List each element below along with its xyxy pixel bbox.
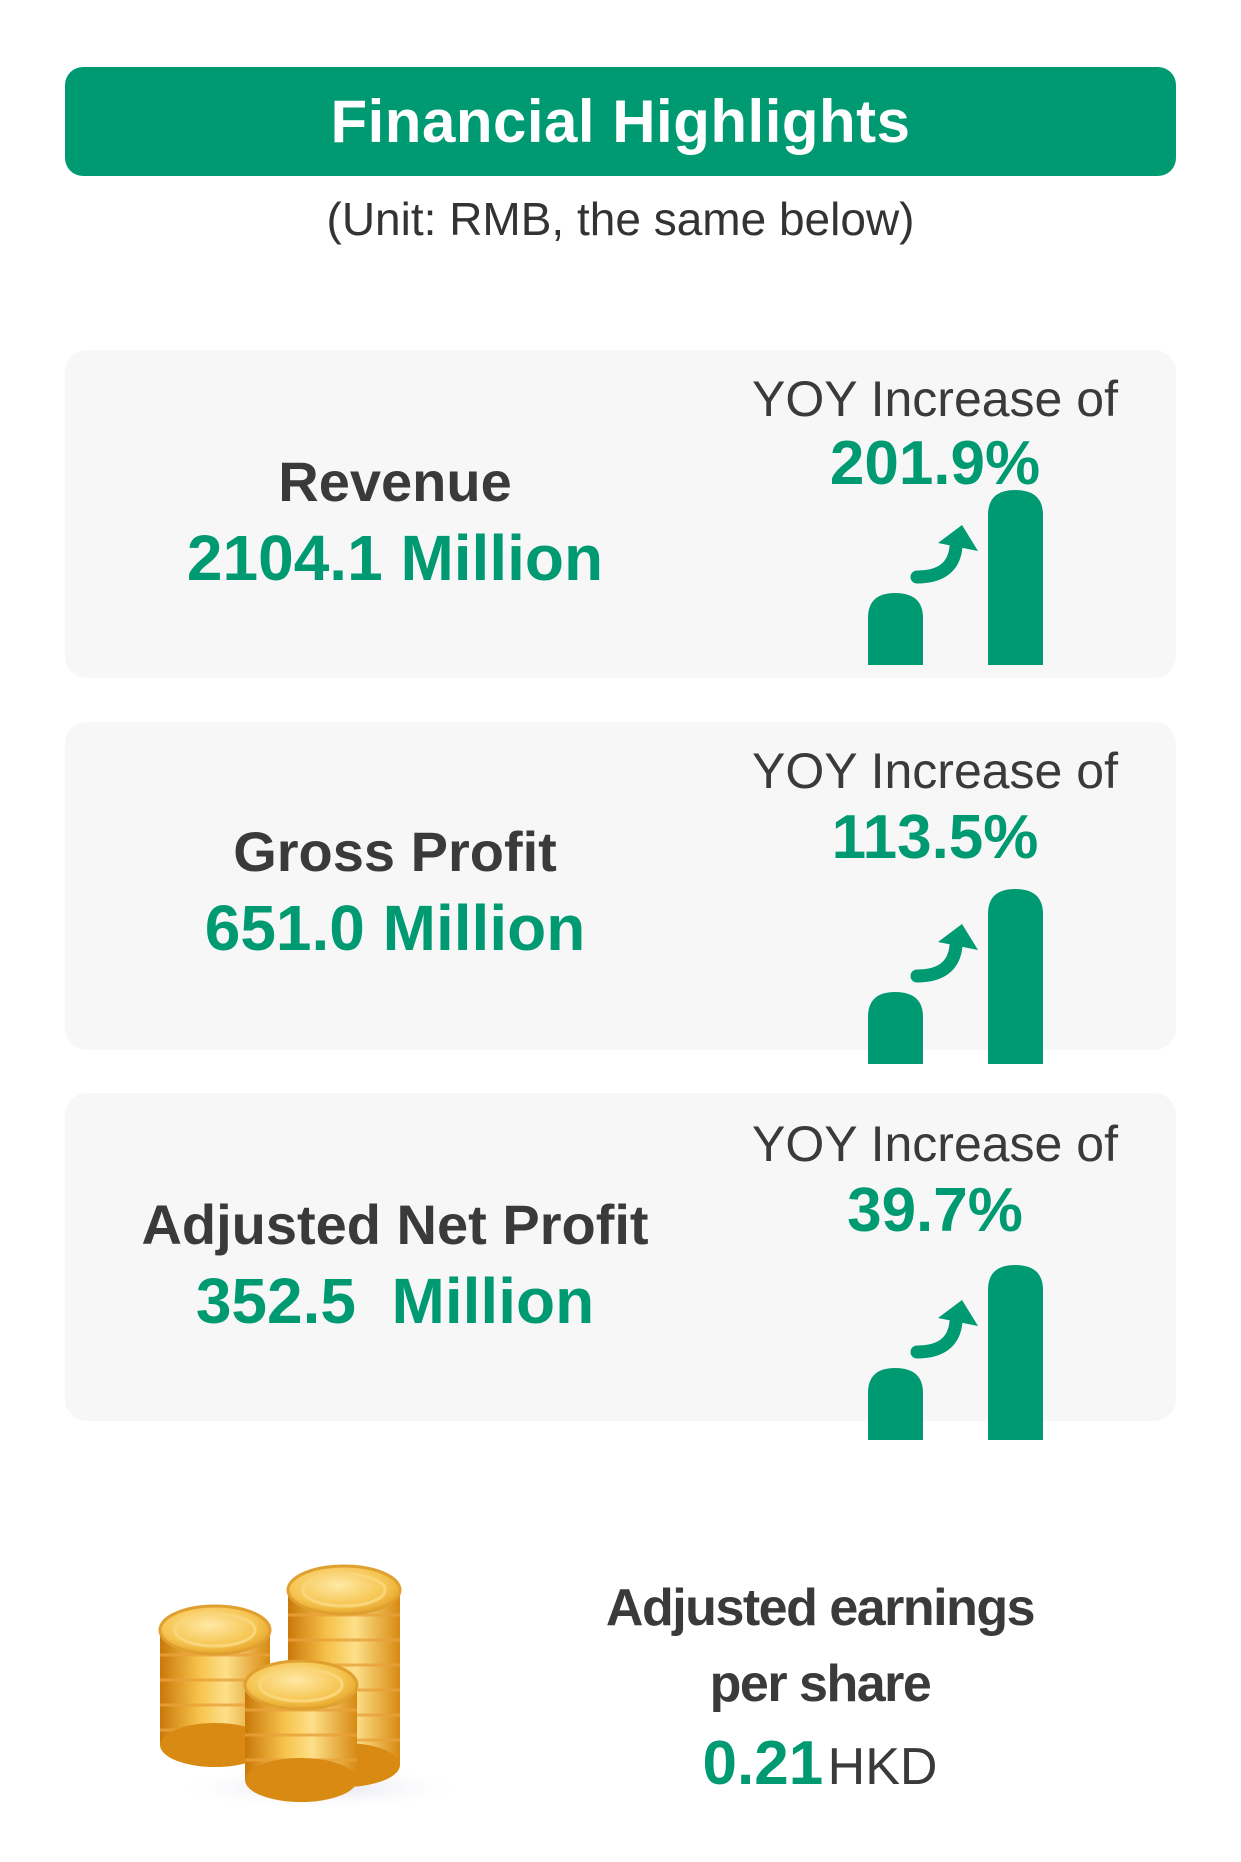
metric-main: Revenue 2104.1 Million xyxy=(65,446,725,598)
metric-value: 352.5 Million xyxy=(195,1265,595,1337)
metric-main: Adjusted Net Profit 352.5 Million xyxy=(65,1189,725,1341)
metric-value: 2104.1 Million xyxy=(186,522,604,594)
gold-coins-icon xyxy=(158,1564,470,1810)
unit-note: (Unit: RMB, the same below) xyxy=(326,193,915,245)
metric-card-gross-profit: Gross Profit 651.0 Million YOY Increase … xyxy=(65,722,1176,1064)
growth-bars-arrow-icon xyxy=(868,1265,1043,1440)
eps-value: 0.21 xyxy=(702,1729,824,1798)
page-title: Financial Highlights xyxy=(330,88,911,155)
yoy-label: YOY Increase of xyxy=(752,371,1118,427)
eps-label-line2: per share xyxy=(709,1655,932,1713)
metric-main: Gross Profit 651.0 Million xyxy=(65,816,725,968)
metric-label: Revenue xyxy=(278,450,512,513)
eps-label-line1: Adjusted earnings xyxy=(605,1579,1036,1637)
yoy-value: 39.7% xyxy=(847,1176,1023,1245)
metric-card-adjusted-net-profit: Adjusted Net Profit 352.5 Million YOY In… xyxy=(65,1093,1176,1440)
title-banner: Financial Highlights xyxy=(65,67,1176,176)
metric-label: Gross Profit xyxy=(233,820,557,883)
growth-bars-arrow-icon xyxy=(868,889,1043,1064)
eps-value-line: 0.21 HKD xyxy=(570,1722,1070,1822)
eps-block: Adjusted earnings per share 0.21 HKD xyxy=(570,1570,1070,1822)
yoy-value: 113.5% xyxy=(831,803,1039,872)
yoy-label: YOY Increase of xyxy=(752,1116,1118,1172)
metric-label: Adjusted Net Profit xyxy=(141,1193,649,1256)
metric-value: 651.0 Million xyxy=(204,892,586,964)
yoy-value: 201.9% xyxy=(829,429,1041,498)
yoy-label: YOY Increase of xyxy=(752,743,1118,799)
growth-bars-arrow-icon xyxy=(868,490,1043,665)
eps-unit: HKD xyxy=(827,1738,938,1796)
metric-card-revenue: Revenue 2104.1 Million YOY Increase of 2… xyxy=(65,350,1176,678)
